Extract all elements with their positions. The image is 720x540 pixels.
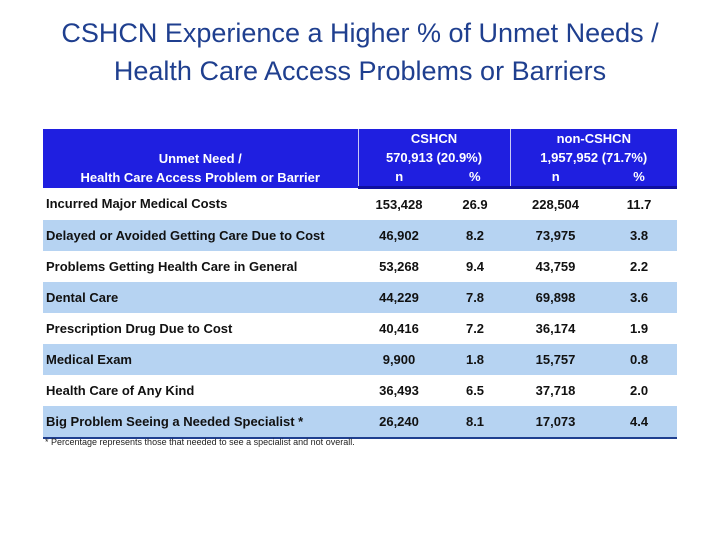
table-row: Delayed or Avoided Getting Care Due to C…	[43, 220, 678, 251]
cshcn-pct-value: 7.2	[440, 313, 511, 344]
subcol-non-cshcn-pct: %	[601, 167, 678, 189]
group-header-cshcn: CSHCN	[358, 129, 511, 148]
non-cshcn-pct-value: 3.8	[601, 220, 678, 251]
cshcn-n-value: 40,416	[358, 313, 440, 344]
non-cshcn-n-value: 43,759	[510, 251, 602, 282]
table-row: Problems Getting Health Care in General …	[43, 251, 678, 282]
cshcn-n-value: 46,902	[358, 220, 440, 251]
unmet-needs-table: Unmet Need / Health Care Access Problem …	[43, 129, 678, 439]
non-cshcn-n-value: 37,718	[510, 375, 602, 406]
cshcn-pct-value: 9.4	[440, 251, 511, 282]
row-label: Prescription Drug Due to Cost	[43, 313, 358, 344]
row-label: Delayed or Avoided Getting Care Due to C…	[43, 220, 358, 251]
non-cshcn-n-value: 15,757	[510, 344, 602, 375]
group-header-non-cshcn: non-CSHCN	[510, 129, 678, 148]
row-label: Health Care of Any Kind	[43, 375, 358, 406]
row-label: Dental Care	[43, 282, 358, 313]
group-subtitle-cshcn: 570,913 (20.9%)	[358, 148, 511, 167]
non-cshcn-pct-value: 0.8	[601, 344, 678, 375]
table-row: Medical Exam 9,900 1.8 15,757 0.8	[43, 344, 678, 375]
table-row: Incurred Major Medical Costs 153,428 26.…	[43, 187, 678, 220]
non-cshcn-pct-value: 4.4	[601, 406, 678, 439]
non-cshcn-pct-value: 2.0	[601, 375, 678, 406]
non-cshcn-n-value: 69,898	[510, 282, 602, 313]
cshcn-n-value: 153,428	[358, 187, 440, 220]
table-row: Health Care of Any Kind 36,493 6.5 37,71…	[43, 375, 678, 406]
non-cshcn-n-value: 228,504	[510, 187, 602, 220]
cshcn-n-value: 26,240	[358, 406, 440, 439]
row-header-line-1: Unmet Need /	[158, 150, 242, 166]
slide-title-line-2: Health Care Access Problems or Barriers	[113, 56, 607, 86]
non-cshcn-pct-value: 3.6	[601, 282, 678, 313]
non-cshcn-pct-value: 11.7	[601, 187, 678, 220]
row-label: Problems Getting Health Care in General	[43, 251, 358, 282]
cshcn-pct-value: 6.5	[440, 375, 511, 406]
subcol-non-cshcn-n: n	[510, 167, 602, 189]
row-label: Big Problem Seeing a Needed Specialist *	[43, 406, 358, 439]
non-cshcn-n-value: 17,073	[510, 406, 602, 439]
group-subtitle-non-cshcn: 1,957,952 (71.7%)	[510, 148, 678, 167]
cshcn-pct-value: 26.9	[440, 187, 511, 220]
table-row: Dental Care 44,229 7.8 69,898 3.6	[43, 282, 678, 313]
slide-title-line-1: CSHCN Experience a Higher % of Unmet Nee…	[61, 18, 659, 48]
footnote: * Percentage represents those that neede…	[45, 437, 355, 447]
subcol-cshcn-n: n	[358, 167, 440, 189]
cshcn-pct-value: 8.1	[440, 406, 511, 439]
cshcn-pct-value: 8.2	[440, 220, 511, 251]
row-header-cell: Unmet Need / Health Care Access Problem …	[43, 129, 359, 188]
slide-title: CSHCN Experience a Higher % of Unmet Nee…	[0, 14, 720, 90]
non-cshcn-n-value: 36,174	[510, 313, 602, 344]
cshcn-n-value: 44,229	[358, 282, 440, 313]
cshcn-pct-value: 1.8	[440, 344, 511, 375]
table-row: Prescription Drug Due to Cost 40,416 7.2…	[43, 313, 678, 344]
cshcn-n-value: 9,900	[358, 344, 440, 375]
row-header-line-2: Health Care Access Problem or Barrier	[80, 169, 320, 185]
cshcn-n-value: 53,268	[358, 251, 440, 282]
non-cshcn-pct-value: 1.9	[601, 313, 678, 344]
non-cshcn-pct-value: 2.2	[601, 251, 678, 282]
row-label: Medical Exam	[43, 344, 358, 375]
cshcn-pct-value: 7.8	[440, 282, 511, 313]
non-cshcn-n-value: 73,975	[510, 220, 602, 251]
row-label: Incurred Major Medical Costs	[43, 187, 358, 220]
table-row: Big Problem Seeing a Needed Specialist *…	[43, 406, 678, 439]
subcol-cshcn-pct: %	[440, 167, 511, 189]
cshcn-n-value: 36,493	[358, 375, 440, 406]
